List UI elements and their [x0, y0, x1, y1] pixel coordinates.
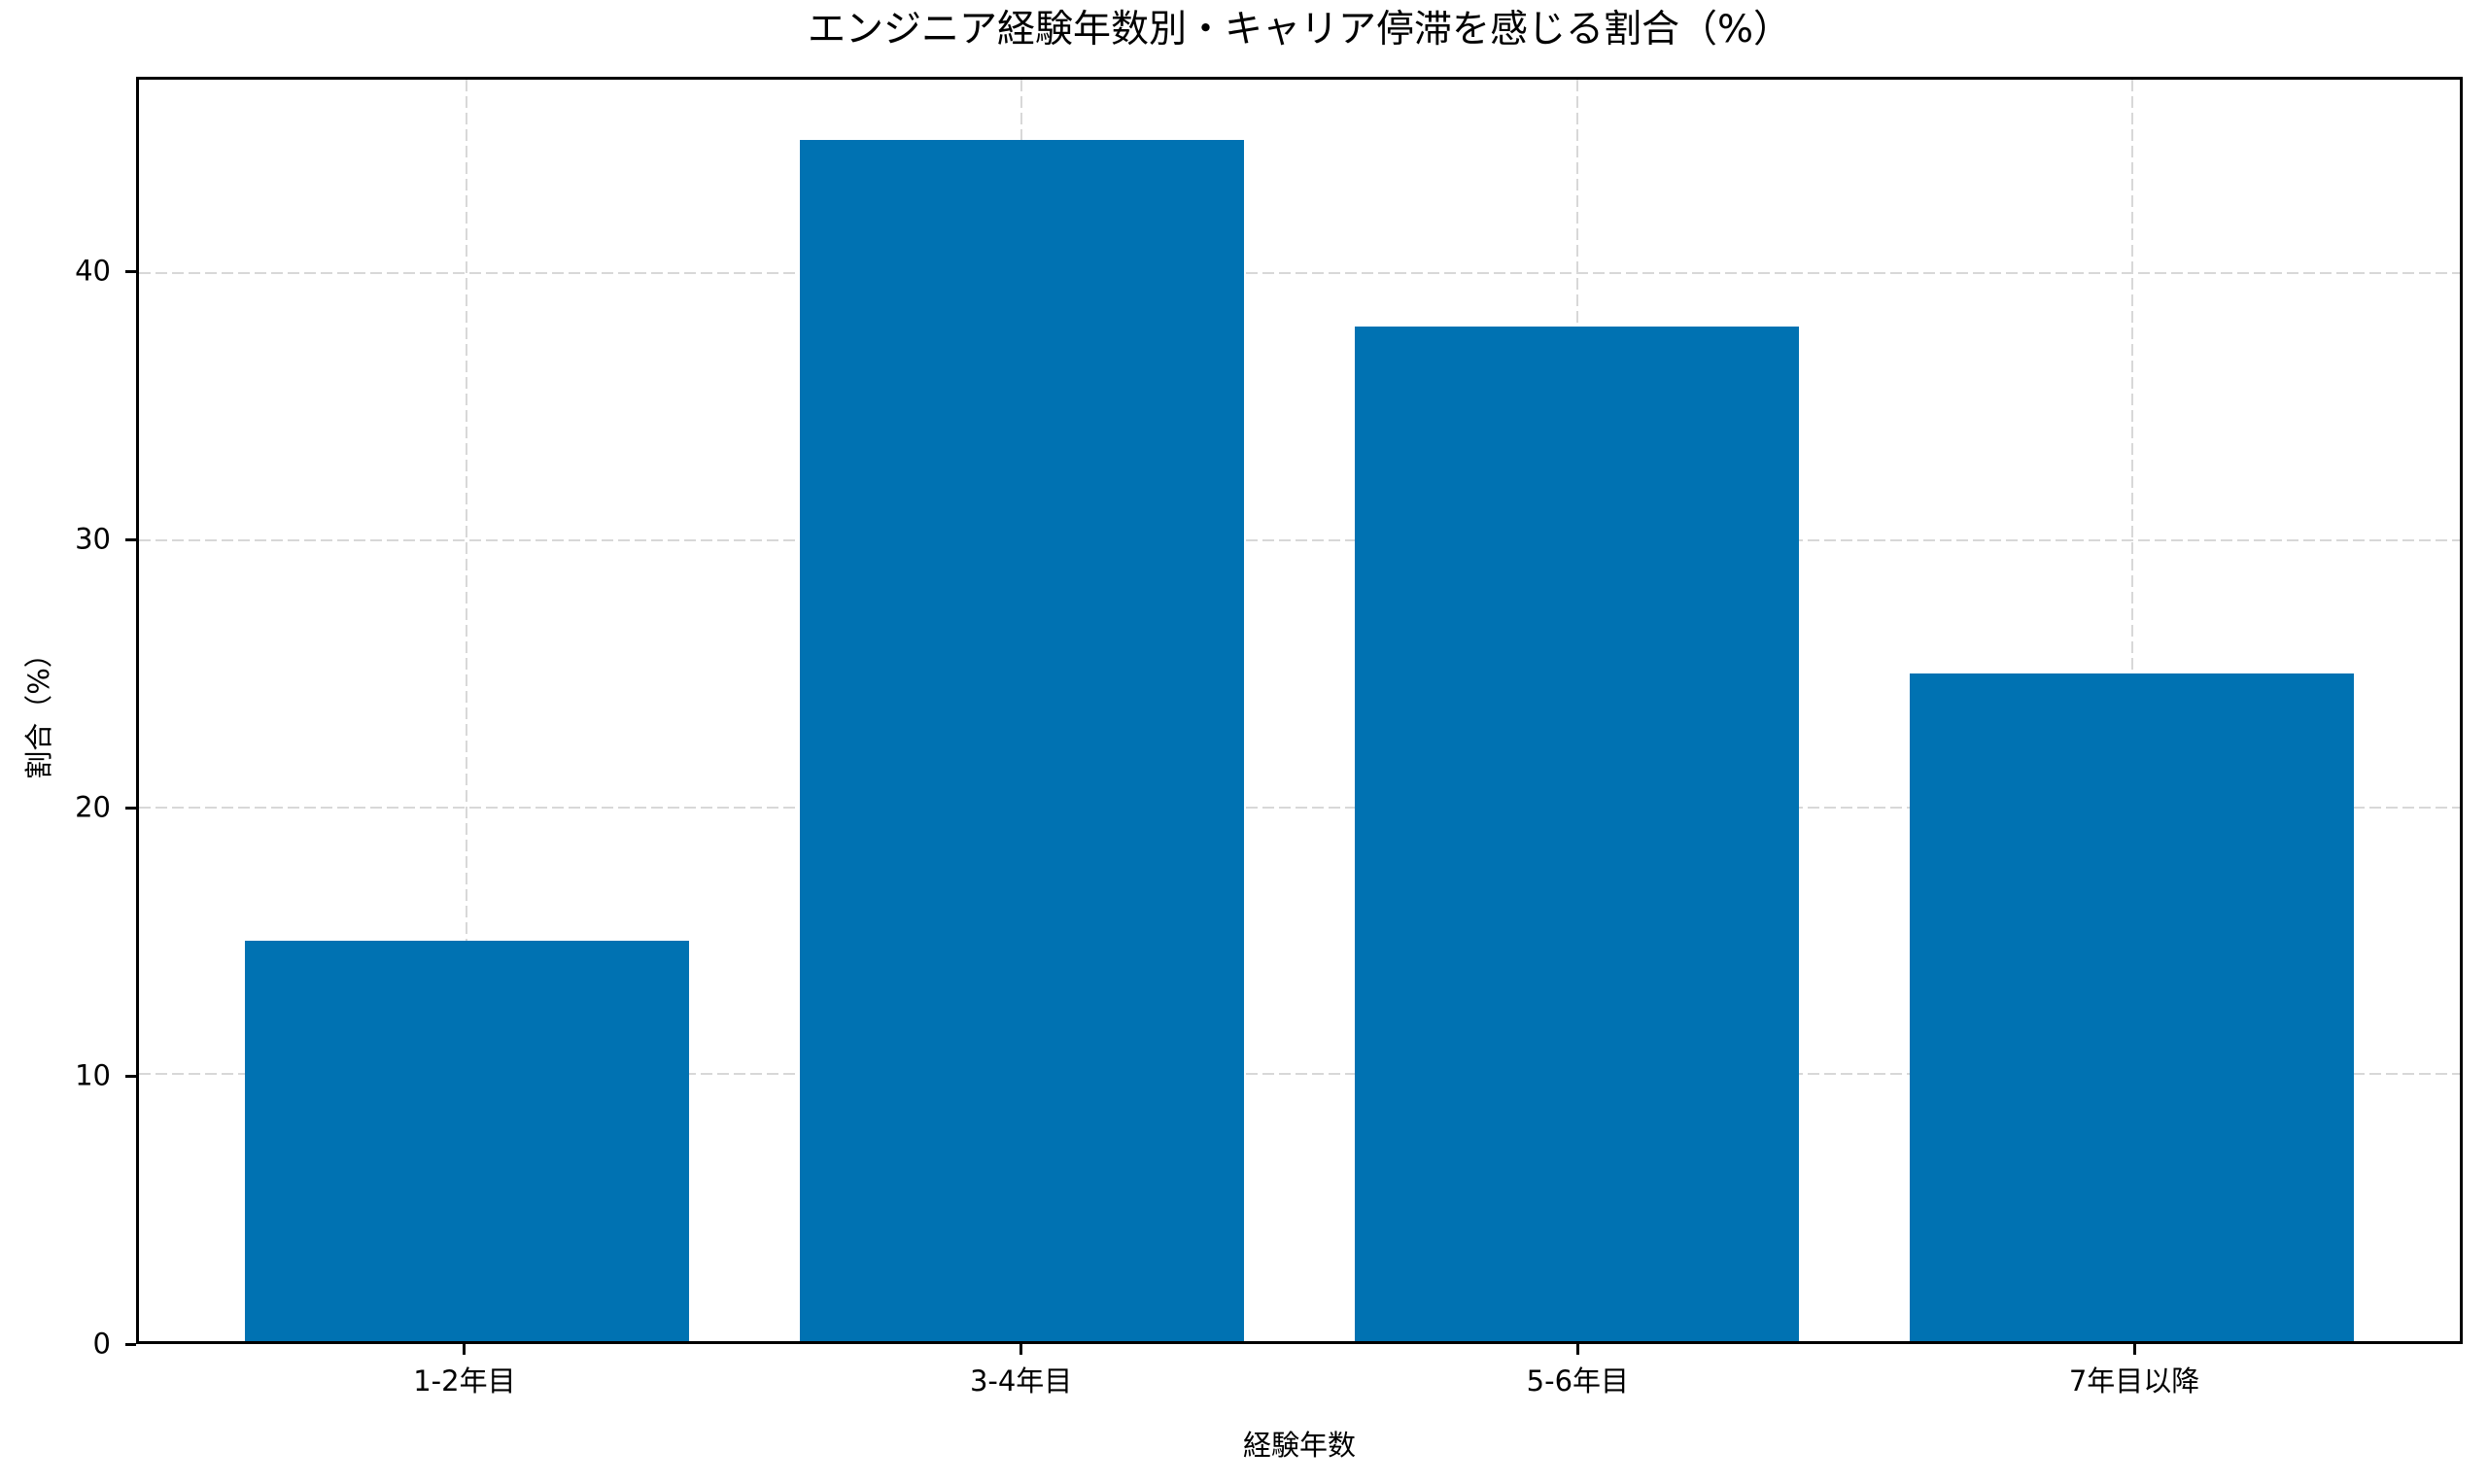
h-gridline	[139, 1073, 2460, 1076]
y-tick-label: 40	[75, 254, 111, 288]
y-tick-label: 30	[75, 522, 111, 556]
x-tick-label: 5-6年目	[1526, 1364, 1630, 1398]
y-tick-label: 0	[92, 1327, 111, 1361]
bar	[1355, 327, 1800, 1341]
y-tick-label: 10	[75, 1058, 111, 1092]
y-tick	[125, 806, 136, 810]
x-tick	[463, 1344, 466, 1355]
x-tick	[1575, 1344, 1579, 1355]
x-tick-label: 3-4年目	[969, 1364, 1073, 1398]
y-tick	[125, 1074, 136, 1078]
y-tick-label: 20	[75, 790, 111, 824]
y-tick	[125, 537, 136, 541]
y-axis-label: 割合（%）	[22, 639, 55, 779]
x-axis-label: 経験年数	[1242, 1429, 1356, 1462]
y-tick	[125, 269, 136, 273]
h-gridline	[139, 272, 2460, 275]
h-gridline	[139, 806, 2460, 809]
x-tick-label: 1-2年目	[413, 1364, 516, 1398]
chart-title: エンジニア経験年数別・キャリア停滞を感じる割合（%）	[807, 8, 1792, 52]
h-gridline	[139, 538, 2460, 541]
bar	[799, 139, 1244, 1341]
v-gridline	[466, 80, 468, 1341]
bar	[1910, 673, 2355, 1341]
y-tick	[125, 1342, 136, 1346]
plot-area	[136, 77, 2463, 1344]
x-tick	[1019, 1344, 1023, 1355]
x-tick-label: 7年目以降	[2068, 1364, 2200, 1398]
x-tick	[2132, 1344, 2136, 1355]
bar	[244, 940, 689, 1341]
